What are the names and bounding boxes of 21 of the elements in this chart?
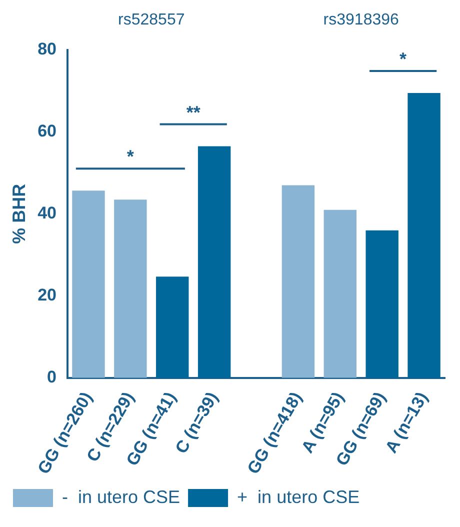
bar: [72, 190, 105, 378]
y-tick-label: 40: [38, 204, 57, 223]
text: rs528557: [118, 11, 185, 28]
bar: [366, 230, 398, 378]
bar: [324, 210, 356, 378]
annotation: *: [400, 49, 407, 69]
bar: [114, 200, 147, 378]
text: rs3918396: [323, 11, 400, 28]
y-tick-label: 80: [38, 40, 57, 59]
y-tick-label: 20: [38, 286, 57, 305]
legend-label: + in utero CSE: [237, 486, 360, 507]
bar: [408, 93, 440, 378]
bar: [198, 146, 231, 378]
bar: [282, 185, 315, 378]
annotation: **: [186, 102, 200, 122]
y-tick-label: 0: [47, 368, 57, 387]
y-axis-title: % BHR: [8, 184, 29, 244]
annotation: *: [126, 146, 134, 167]
legend-label: - in utero CSE: [62, 486, 180, 507]
y-tick-label: 60: [38, 122, 57, 141]
bar: [156, 276, 189, 378]
